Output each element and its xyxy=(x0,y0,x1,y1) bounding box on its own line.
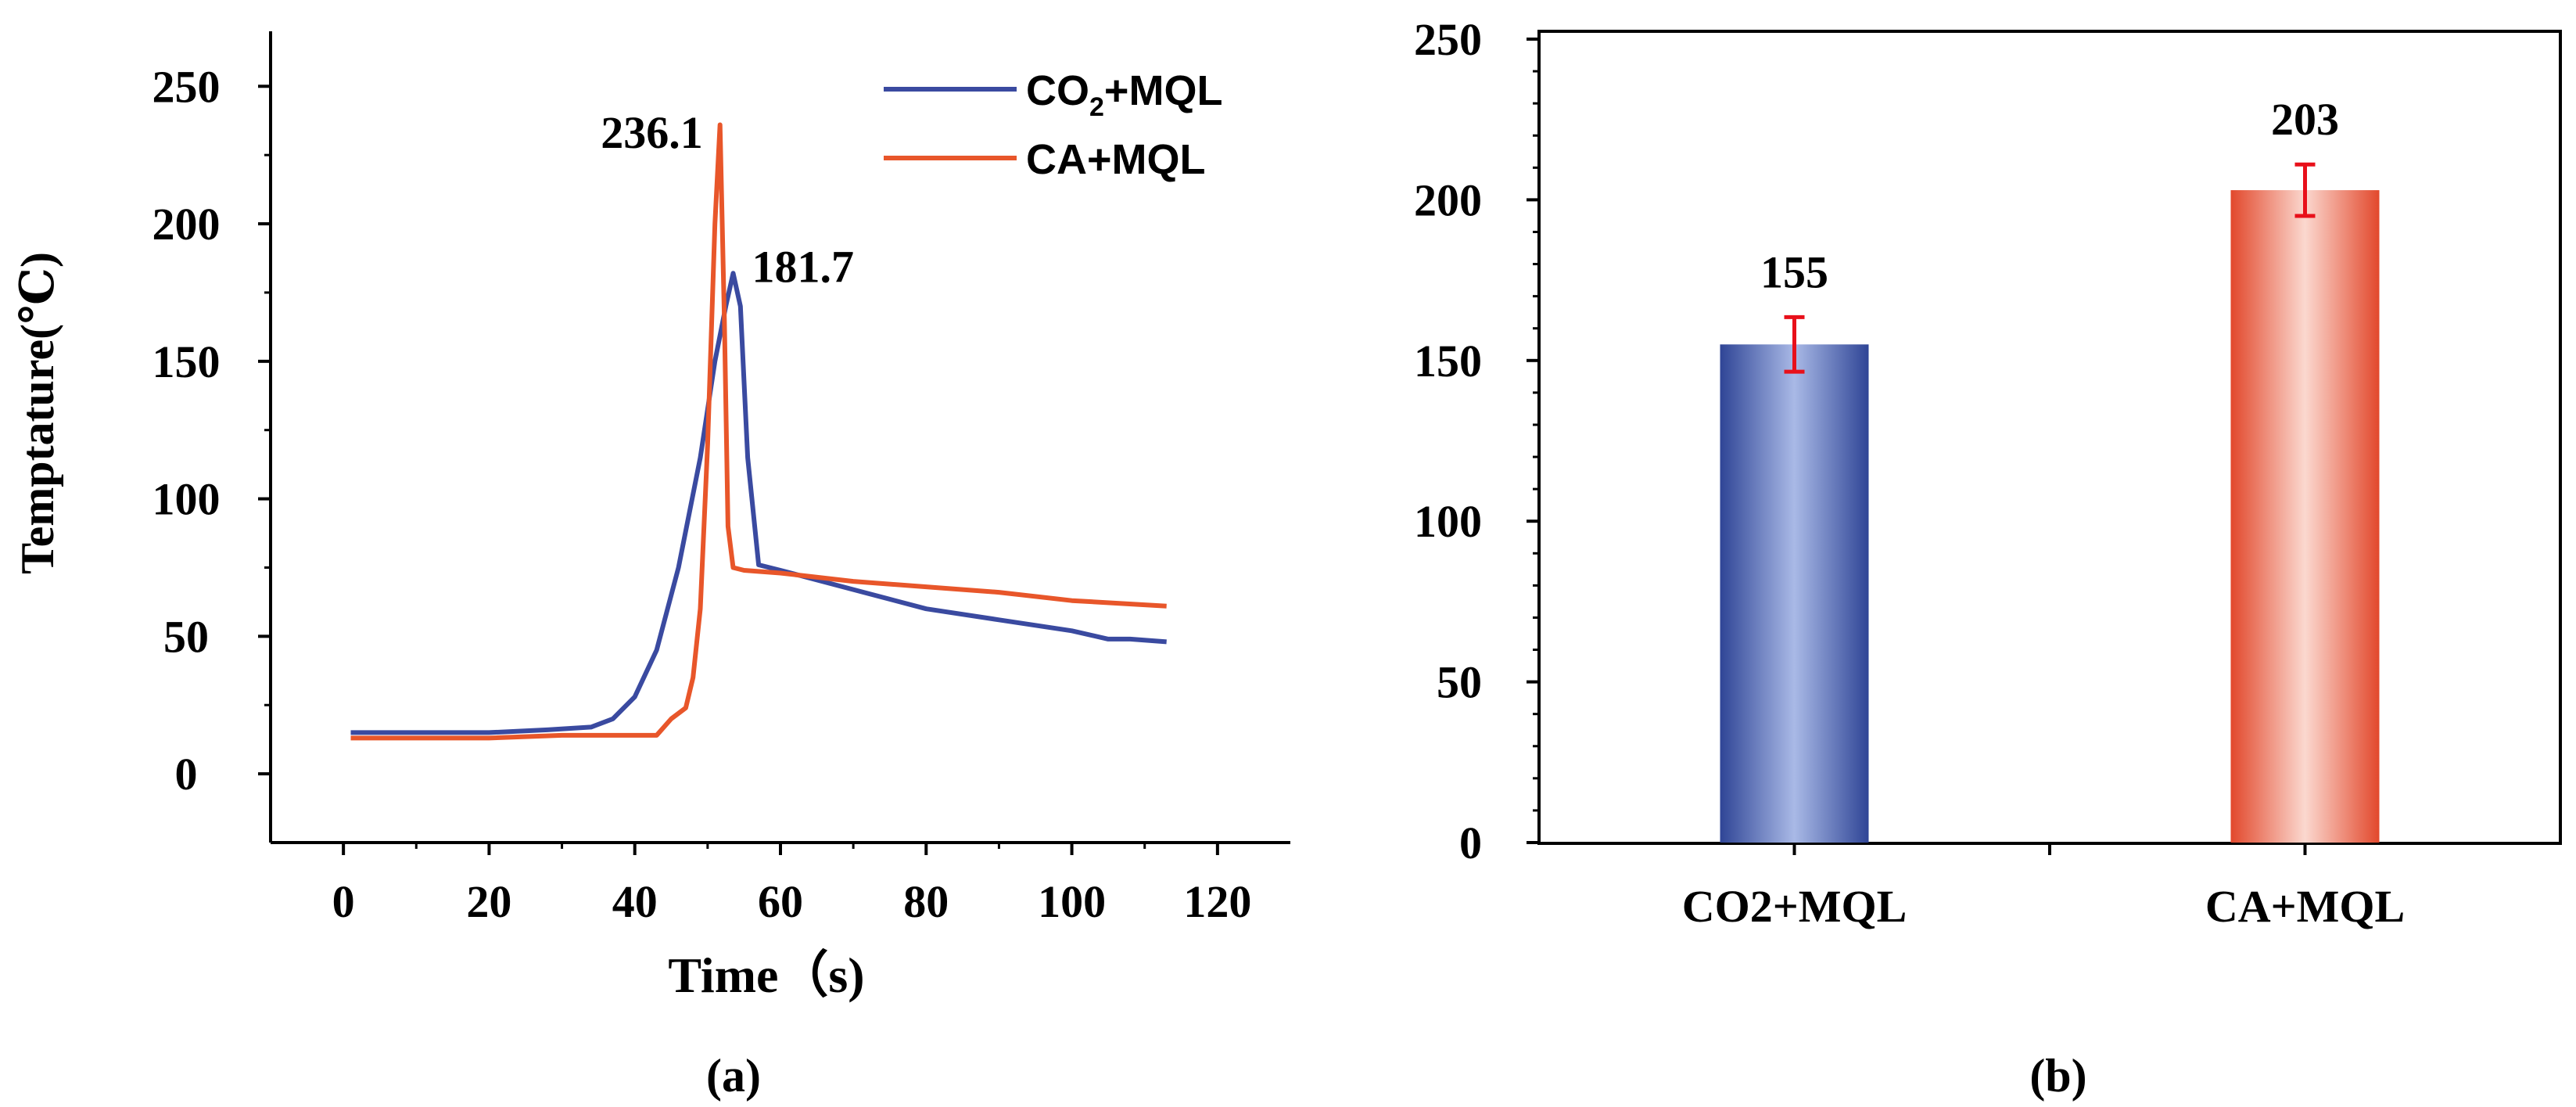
y-tick-label-b: 0 xyxy=(1459,818,1482,868)
y-tick-label-a: 100 xyxy=(152,474,221,525)
y-tick-label-b: 50 xyxy=(1437,657,1482,708)
y-axis-label-a: Temptature(℃) xyxy=(12,252,63,574)
panel-label-a: (a) xyxy=(706,1050,761,1102)
annotation-peak-co2: 181.7 xyxy=(752,241,854,292)
legend-label-ca: CA+MQL xyxy=(1026,136,1206,183)
bar-chart-panel: 0 50 100 150 200 250 155 CO2+MQL 203 CA+MQL (b) xyxy=(1414,14,2562,1102)
series-line-co2 xyxy=(350,271,1167,735)
legend-label-co2-tail: +MQL xyxy=(1104,67,1223,114)
y-tick-label-a: 50 xyxy=(163,611,209,662)
legend-label-co2-main: CO xyxy=(1026,67,1089,114)
y-tick-label-a: 150 xyxy=(152,336,221,387)
x-tick-label-a: 60 xyxy=(758,876,803,927)
panel-label-b: (b) xyxy=(2029,1050,2086,1102)
legend-label-co2: CO2+MQL xyxy=(1026,67,1222,122)
x-tick-label-a: 80 xyxy=(903,876,949,927)
y-tick-label-a: 250 xyxy=(152,61,221,112)
legend-label-co2-sub: 2 xyxy=(1089,92,1104,122)
y-ticks-b: 0 50 100 150 200 250 xyxy=(1414,14,1539,868)
y-tick-label-b: 250 xyxy=(1414,14,1482,65)
x-ticks-a: 0 20 40 60 80 100 120 xyxy=(332,843,1251,927)
line-chart-panel: 0 50 100 150 200 250 0 20 40 60 80 100 120 236.1 181… xyxy=(12,31,1290,1102)
plot-frame-b xyxy=(1537,30,2562,845)
y-tick-label-b: 150 xyxy=(1414,336,1482,386)
x-tick-label-a: 100 xyxy=(1038,876,1106,927)
x-tick-label-a: 40 xyxy=(612,876,658,927)
x-tick-label-b: CA+MQL xyxy=(2205,881,2405,932)
bar-value-label: 155 xyxy=(1760,246,1828,297)
bars: 155 CO2+MQL 203 CA+MQL xyxy=(1682,94,2405,932)
x-tick-label-a: 120 xyxy=(1183,876,1251,927)
bar xyxy=(1720,344,1869,843)
legend: CO2+MQL CA+MQL xyxy=(884,67,1222,183)
bar xyxy=(2230,190,2380,843)
y-tick-label-a: 0 xyxy=(175,749,198,800)
peak-annotations: 236.1 181.7 xyxy=(601,107,854,292)
x-tick-label-a: 0 xyxy=(332,876,355,927)
series-lines xyxy=(350,122,1167,741)
series-line-ca xyxy=(350,122,1167,741)
x-tick-label-a: 20 xyxy=(466,876,511,927)
y-tick-label-b: 200 xyxy=(1414,174,1482,225)
x-tick-label-b: CO2+MQL xyxy=(1682,881,1907,932)
annotation-peak-ca: 236.1 xyxy=(601,107,703,158)
y-tick-label-a: 200 xyxy=(152,199,221,250)
x-axis-label-a: Time（s) xyxy=(668,947,864,1003)
y-tick-label-b: 100 xyxy=(1414,496,1482,547)
bar-value-label: 203 xyxy=(2271,94,2339,145)
y-ticks-a: 0 50 100 150 200 250 xyxy=(152,61,271,800)
